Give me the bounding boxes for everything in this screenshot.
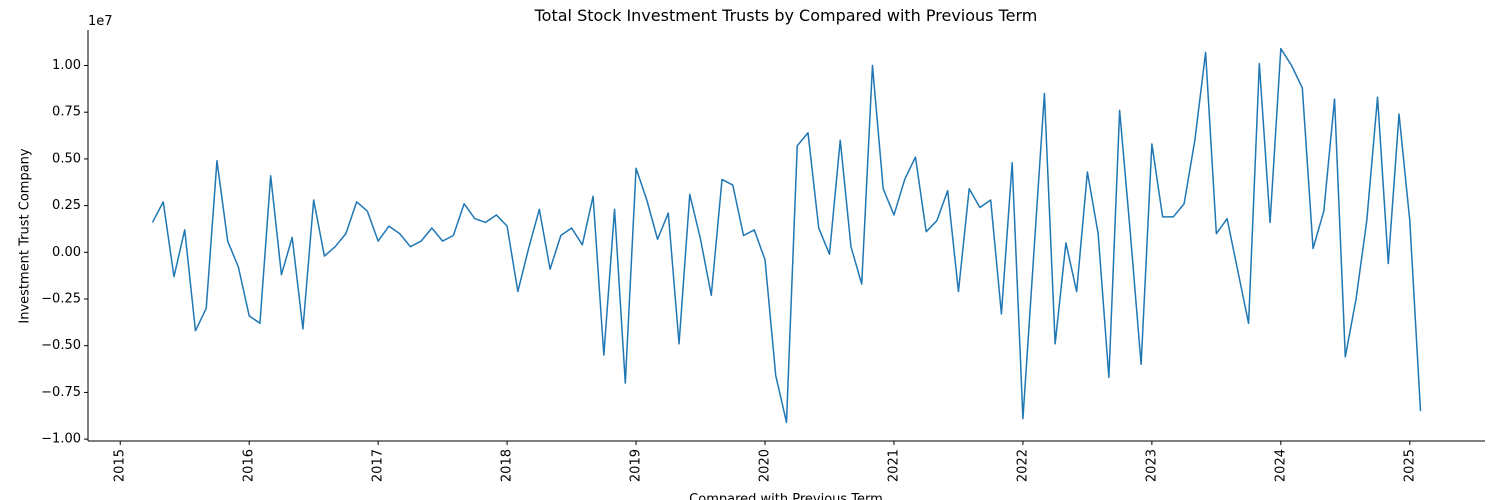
x-tick-label: 2016 xyxy=(242,449,257,482)
y-tick-label: −1.00 xyxy=(41,432,81,447)
x-tick-label: 2025 xyxy=(1402,449,1417,482)
x-axis-label: Compared with Previous Term xyxy=(689,492,883,500)
x-tick-label: 2022 xyxy=(1015,449,1030,482)
y-tick-label: 0.75 xyxy=(52,105,81,120)
x-tick-label: 2023 xyxy=(1144,449,1159,482)
y-tick-label: 0.50 xyxy=(52,151,81,166)
y-tick-label: −0.50 xyxy=(41,338,81,353)
x-tick-label: 2021 xyxy=(886,449,901,482)
x-tick-label: 2024 xyxy=(1273,449,1288,482)
y-tick-label: 0.00 xyxy=(52,245,81,260)
y-axis-label: Investment Trust Company xyxy=(18,148,33,324)
y-tick-label: −0.25 xyxy=(41,292,81,307)
y-tick-label: −0.75 xyxy=(41,385,81,400)
x-tick-label: 2015 xyxy=(113,449,128,482)
y-tick-label: 0.25 xyxy=(52,198,81,213)
x-tick-label: 2020 xyxy=(758,449,773,482)
y-offset-label: 1e7 xyxy=(88,14,113,29)
x-tick-label: 2018 xyxy=(500,449,515,482)
data-line xyxy=(151,47,1422,424)
x-tick-label: 2017 xyxy=(371,449,386,482)
chart-title: Total Stock Investment Trusts by Compare… xyxy=(534,6,1038,25)
y-tick-label: 1.00 xyxy=(52,58,81,73)
x-tick-label: 2019 xyxy=(629,449,644,482)
